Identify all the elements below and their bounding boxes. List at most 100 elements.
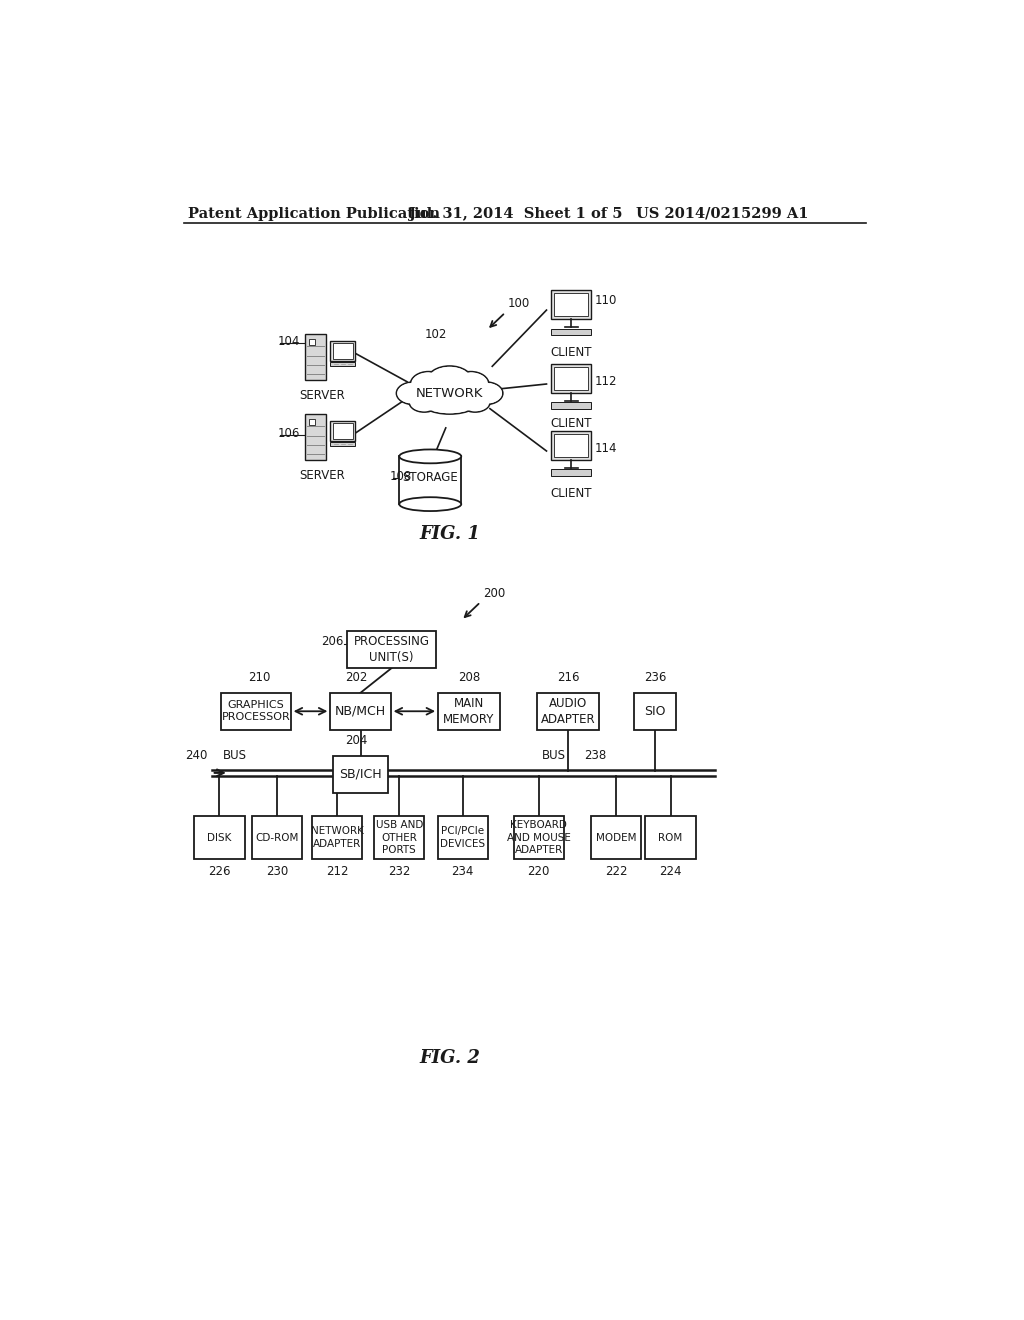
Text: 104: 104 (278, 335, 300, 348)
Text: FIG. 2: FIG. 2 (419, 1049, 480, 1067)
Text: CLIENT: CLIENT (551, 487, 592, 500)
Ellipse shape (397, 383, 429, 404)
Text: 106: 106 (278, 426, 300, 440)
Text: 108: 108 (390, 470, 413, 483)
Text: 222: 222 (605, 865, 628, 878)
Text: 230: 230 (265, 865, 288, 878)
Ellipse shape (399, 498, 461, 511)
Bar (333, 424, 352, 438)
Ellipse shape (460, 392, 490, 412)
Text: BUS: BUS (223, 748, 247, 762)
Text: Jul. 31, 2014  Sheet 1 of 5: Jul. 31, 2014 Sheet 1 of 5 (409, 207, 622, 220)
Bar (331, 341, 355, 360)
Bar (374, 816, 424, 859)
Ellipse shape (399, 450, 461, 463)
Text: 110: 110 (595, 293, 616, 306)
Text: 100: 100 (508, 297, 530, 310)
Text: 232: 232 (388, 865, 411, 878)
Text: 220: 220 (527, 865, 550, 878)
Bar (399, 457, 461, 504)
Text: CLIENT: CLIENT (551, 417, 592, 430)
Bar (551, 470, 592, 475)
Bar (331, 421, 355, 441)
Bar (538, 693, 599, 730)
Bar (437, 816, 488, 859)
Text: SIO: SIO (644, 705, 666, 718)
Text: 224: 224 (659, 865, 682, 878)
Bar (514, 816, 564, 859)
Bar (438, 693, 500, 730)
Text: AUDIO
ADAPTER: AUDIO ADAPTER (541, 697, 596, 726)
Bar (312, 816, 362, 859)
Text: 202: 202 (345, 671, 368, 684)
Ellipse shape (461, 393, 489, 412)
Ellipse shape (469, 381, 503, 404)
Text: MAIN
MEMORY: MAIN MEMORY (443, 697, 495, 726)
Text: 210: 210 (249, 671, 271, 684)
Text: CD-ROM: CD-ROM (255, 833, 298, 842)
Text: USB AND
OTHER
PORTS: USB AND OTHER PORTS (376, 820, 423, 855)
Text: NETWORK: NETWORK (416, 387, 483, 400)
Text: SERVER: SERVER (299, 470, 345, 483)
Text: 200: 200 (483, 586, 505, 599)
Text: 236: 236 (644, 671, 667, 684)
Text: Patent Application Publication: Patent Application Publication (188, 207, 440, 220)
Bar (645, 816, 695, 859)
Bar (554, 293, 589, 317)
Bar (551, 329, 592, 335)
Bar (551, 290, 592, 319)
Bar (305, 414, 327, 461)
Text: 114: 114 (595, 442, 617, 455)
Ellipse shape (470, 383, 502, 404)
Text: ROM: ROM (658, 833, 683, 842)
Bar (221, 693, 291, 730)
Ellipse shape (396, 381, 430, 404)
Bar (551, 430, 592, 461)
Ellipse shape (427, 367, 472, 396)
Text: 234: 234 (452, 865, 474, 878)
Ellipse shape (411, 372, 446, 397)
Text: MODEM: MODEM (596, 833, 637, 842)
Bar (634, 693, 676, 730)
Bar (591, 816, 641, 859)
Ellipse shape (454, 372, 488, 396)
Text: PCI/PCIe
DEVICES: PCI/PCIe DEVICES (440, 826, 485, 849)
Text: 112: 112 (595, 375, 617, 388)
Text: 204: 204 (345, 734, 368, 747)
Bar (333, 343, 352, 359)
Ellipse shape (427, 366, 473, 396)
Text: SERVER: SERVER (299, 389, 345, 403)
Text: NETWORK
ADAPTER: NETWORK ADAPTER (311, 826, 364, 849)
Text: 238: 238 (584, 748, 606, 762)
Text: STORAGE: STORAGE (402, 471, 458, 483)
Bar (308, 418, 314, 425)
Ellipse shape (410, 392, 439, 412)
Ellipse shape (410, 393, 438, 412)
Bar (195, 816, 245, 859)
Text: GRAPHICS
PROCESSOR: GRAPHICS PROCESSOR (221, 700, 290, 722)
Bar (554, 434, 589, 457)
Text: 240: 240 (185, 748, 208, 762)
Bar (331, 693, 391, 730)
Text: SB/ICH: SB/ICH (339, 768, 382, 781)
Text: FIG. 1: FIG. 1 (419, 525, 480, 543)
Bar (331, 362, 355, 367)
Bar (305, 334, 327, 380)
Bar (554, 367, 589, 391)
Text: 212: 212 (326, 865, 348, 878)
Ellipse shape (417, 380, 483, 414)
Text: DISK: DISK (207, 833, 231, 842)
Text: 102: 102 (425, 327, 446, 341)
Text: 208: 208 (458, 671, 480, 684)
Ellipse shape (411, 372, 445, 396)
Ellipse shape (417, 381, 482, 413)
Bar (333, 756, 388, 793)
Text: BUS: BUS (543, 748, 566, 762)
Bar (551, 364, 592, 393)
Bar (252, 816, 302, 859)
Bar (308, 339, 314, 345)
Ellipse shape (453, 372, 488, 397)
Bar (551, 403, 592, 409)
Bar (347, 631, 436, 668)
Text: 206: 206 (321, 635, 343, 648)
